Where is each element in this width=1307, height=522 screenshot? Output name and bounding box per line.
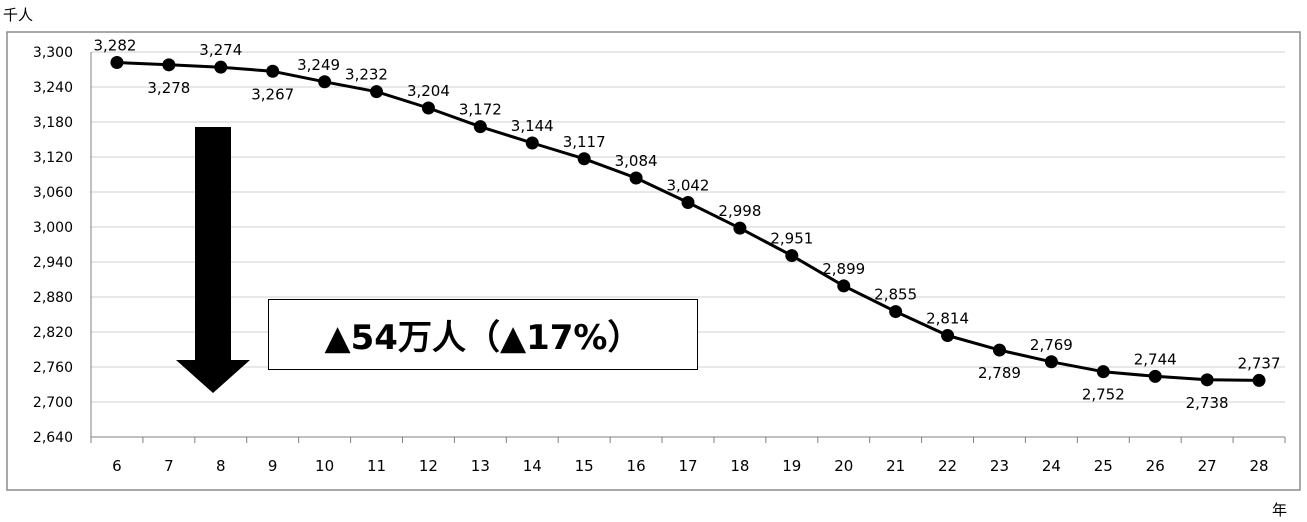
- data-label: 3,084: [615, 152, 658, 170]
- data-label: 2,789: [978, 364, 1021, 382]
- data-label: 2,744: [1134, 350, 1177, 368]
- data-point: [214, 60, 228, 74]
- x-axis-unit: 年: [1271, 501, 1287, 519]
- data-label: 2,855: [874, 286, 917, 304]
- data-label: 3,204: [407, 82, 450, 100]
- data-point: [681, 196, 695, 209]
- data-label: 2,769: [1030, 336, 1073, 354]
- data-point: [629, 171, 643, 185]
- x-tick-label: 17: [678, 457, 697, 475]
- y-tick-label: 3,000: [33, 220, 73, 236]
- data-point: [370, 85, 384, 99]
- x-tick-label: 27: [1198, 457, 1217, 475]
- x-tick-label: 6: [112, 457, 122, 475]
- x-tick-label: 18: [730, 457, 749, 475]
- data-point: [1148, 369, 1162, 383]
- data-point: [266, 64, 280, 78]
- data-point: [421, 101, 435, 115]
- y-tick-label: 2,940: [33, 255, 73, 271]
- y-tick-label: 3,300: [33, 45, 73, 61]
- data-label: 3,117: [563, 133, 606, 151]
- x-tick-label: 8: [216, 457, 226, 475]
- data-point: [1200, 373, 1214, 387]
- y-tick-label: 3,060: [33, 185, 73, 201]
- data-label: 2,814: [926, 310, 969, 328]
- data-point: [110, 56, 124, 69]
- data-label: 2,738: [1186, 394, 1229, 412]
- y-tick-label: 3,120: [33, 150, 73, 166]
- data-label: 3,042: [667, 177, 710, 195]
- data-point: [473, 120, 487, 134]
- decrease-annotation: ▲54万人（▲17%）: [268, 299, 698, 370]
- x-tick-label: 10: [315, 457, 334, 475]
- x-tick-label: 20: [834, 457, 853, 475]
- x-tick-label: 19: [782, 457, 801, 475]
- x-tick-label: 21: [886, 457, 905, 475]
- data-point: [1044, 355, 1058, 369]
- data-label: 2,899: [822, 260, 865, 278]
- data-point: [889, 305, 903, 319]
- x-tick-label: 15: [575, 457, 594, 475]
- data-point: [1252, 373, 1266, 387]
- data-point: [577, 152, 591, 166]
- data-point: [992, 343, 1006, 357]
- y-tick-label: 2,820: [33, 325, 73, 341]
- data-point: [941, 329, 955, 342]
- data-label: 3,144: [511, 117, 554, 135]
- data-label: 3,249: [297, 56, 340, 74]
- data-label: 3,282: [93, 37, 136, 55]
- x-tick-label: 9: [268, 457, 278, 475]
- data-label: 3,274: [199, 41, 242, 59]
- data-point: [162, 58, 176, 72]
- x-tick-label: 24: [1042, 457, 1061, 475]
- y-axis-unit: 千人: [3, 6, 34, 24]
- data-label: 2,737: [1238, 354, 1281, 372]
- y-tick-label: 3,240: [33, 80, 73, 96]
- x-tick-label: 16: [627, 457, 646, 475]
- data-point: [1096, 365, 1110, 379]
- down-arrow-icon: [176, 127, 250, 393]
- x-tick-label: 11: [367, 457, 386, 475]
- x-tick-label: 25: [1094, 457, 1113, 475]
- data-label: 3,172: [459, 101, 502, 119]
- data-point: [733, 221, 747, 235]
- x-tick-label: 14: [523, 457, 542, 475]
- data-point: [837, 279, 851, 293]
- x-tick-label: 12: [419, 457, 438, 475]
- data-label: 2,998: [718, 202, 761, 220]
- x-tick-label: 22: [938, 457, 957, 475]
- x-tick-label: 28: [1249, 457, 1268, 475]
- y-tick-label: 2,880: [33, 290, 73, 306]
- x-tick-label: 23: [990, 457, 1009, 475]
- data-label: 3,232: [345, 66, 388, 84]
- y-tick-label: 3,180: [33, 115, 73, 131]
- y-tick-label: 2,640: [33, 430, 73, 446]
- data-point: [785, 249, 799, 263]
- y-tick-label: 2,700: [33, 395, 73, 411]
- data-label: 3,278: [147, 79, 190, 97]
- data-point: [318, 75, 332, 89]
- data-label: 3,267: [251, 85, 294, 103]
- data-label: 2,752: [1082, 386, 1125, 404]
- data-label: 2,951: [770, 230, 813, 248]
- data-point: [525, 136, 539, 150]
- x-tick-label: 13: [471, 457, 490, 475]
- y-tick-label: 2,760: [33, 360, 73, 376]
- x-tick-label: 7: [164, 457, 174, 475]
- x-tick-label: 26: [1146, 457, 1165, 475]
